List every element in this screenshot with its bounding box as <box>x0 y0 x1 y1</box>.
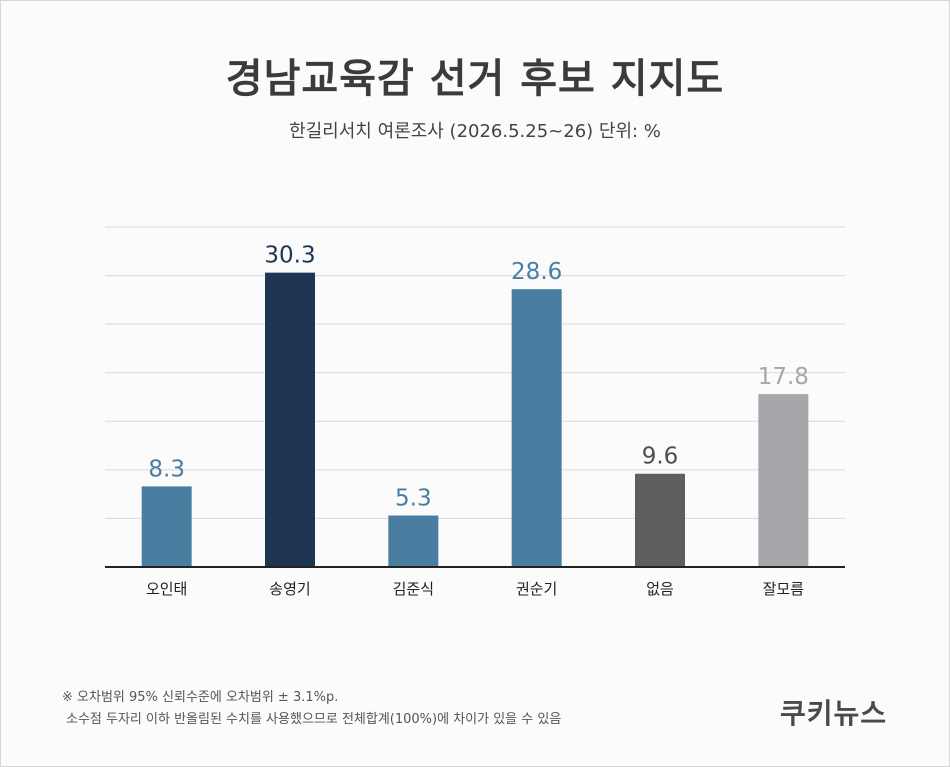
category-label: 잘모름 <box>763 580 805 598</box>
bar-value-label: 5.3 <box>395 486 432 512</box>
bar-value-label: 17.8 <box>758 364 809 390</box>
bar <box>511 289 562 567</box>
bar-value-label: 30.3 <box>264 243 315 269</box>
chart-title: 경남교육감 선거 후보 지지도 <box>225 56 725 102</box>
bar <box>265 272 315 567</box>
category-label: 김준식 <box>393 580 434 598</box>
chart-subtitle: 한길리서치 여론조사 (2026.5.25~26) 단위: % <box>289 121 661 142</box>
bar-value-label: 28.6 <box>511 259 562 285</box>
category-label: 권순기 <box>516 580 557 598</box>
footnote-margin-of-error: ※ 오차범위 95% 신뢰수준에 오차범위 ± 3.1%p. <box>62 690 339 705</box>
category-label: 송영기 <box>269 580 310 598</box>
footnote-rounding: 소수점 두자리 이하 반올림된 수치를 사용했으므로 전체합계(100%)에 차… <box>66 712 562 727</box>
brand-logo: 쿠키뉴스 <box>780 697 888 730</box>
bar <box>141 486 192 567</box>
bar <box>758 394 809 567</box>
category-label: 없음 <box>646 580 674 598</box>
bar <box>388 515 439 567</box>
category-label: 오인태 <box>146 580 187 598</box>
bar <box>635 473 685 567</box>
bar-value-label: 9.6 <box>642 444 679 470</box>
bar-value-label: 8.3 <box>148 456 185 482</box>
